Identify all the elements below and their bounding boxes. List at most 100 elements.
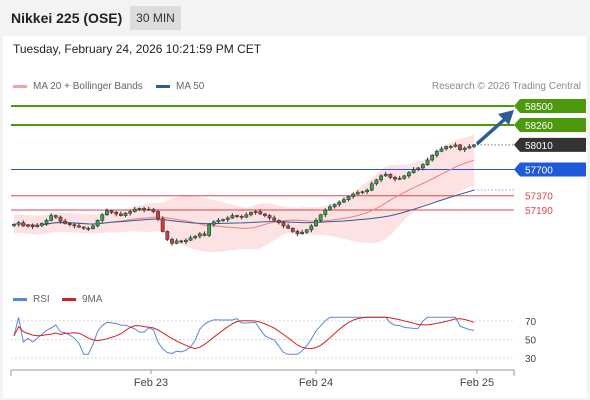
time-tick-label: Feb 25	[460, 377, 494, 389]
candle-body-up	[35, 225, 40, 227]
rsi-level-label-50: 50	[525, 336, 537, 347]
level-tag-58500: 58500	[514, 99, 586, 113]
forecast-arrow-head	[498, 110, 514, 125]
candle-body-down	[388, 173, 393, 178]
ma50-line	[41, 189, 475, 226]
candle	[295, 229, 300, 237]
candle-body-up	[360, 191, 365, 194]
candle-body-down	[170, 239, 174, 244]
candle	[388, 173, 393, 180]
candle-body-down	[276, 220, 281, 224]
rsi-panel: 70 50 30	[11, 316, 537, 365]
ma50-legend-label: MA 50	[176, 81, 205, 92]
candle-body-up	[323, 209, 328, 216]
candle	[179, 240, 184, 244]
candle	[458, 143, 462, 152]
instrument-title: Nikkei 225 (OSE)	[11, 10, 123, 26]
candle	[188, 235, 193, 242]
candle-body-up	[453, 144, 458, 147]
candle	[337, 200, 342, 207]
candle	[411, 167, 416, 174]
candle	[193, 235, 198, 240]
candle-body-up	[253, 211, 258, 213]
candle-body-down	[156, 211, 160, 220]
candle-body-down	[151, 208, 156, 212]
candle	[12, 223, 16, 228]
rsi-legend: RSI	[13, 294, 50, 305]
candle-body-down	[160, 218, 165, 232]
candle-body-up	[44, 220, 49, 224]
candle-body-up	[188, 237, 193, 241]
candle	[53, 214, 58, 219]
candle-body-down	[393, 177, 397, 180]
candle-body-up	[123, 212, 128, 216]
candle-body-down	[63, 220, 68, 224]
candle-body-up	[26, 224, 30, 227]
candle-body-down	[86, 227, 91, 230]
candle-body-up	[95, 220, 100, 227]
candle-body-down	[258, 211, 263, 215]
candle-body-down	[202, 233, 207, 236]
candle-body-down	[235, 215, 239, 217]
candle-body-up	[355, 192, 360, 195]
candle-body-up	[211, 221, 216, 225]
rsi-level-label-70: 70	[525, 317, 537, 328]
candle	[170, 237, 174, 246]
candle-body-up	[341, 199, 346, 203]
candle-body-up	[300, 231, 304, 235]
candle	[202, 231, 207, 237]
candle-body-down	[263, 213, 267, 216]
level-tag-box	[514, 162, 586, 177]
candle-body-up	[374, 179, 379, 185]
candle-body-up	[314, 220, 318, 227]
candle	[393, 175, 397, 182]
candle-body-down	[53, 215, 58, 218]
candle-body-down	[272, 217, 277, 221]
rsi-ma-line	[13, 316, 475, 350]
rsi-ma-legend: 9MA	[62, 294, 103, 305]
candle	[142, 206, 147, 213]
candle	[44, 218, 49, 226]
candle	[332, 203, 337, 209]
candle	[100, 213, 105, 223]
level-label-57190: 57190	[525, 206, 553, 217]
candle	[355, 190, 360, 196]
candle	[365, 188, 370, 195]
candle	[272, 215, 277, 222]
candle	[351, 192, 356, 199]
candle	[239, 214, 244, 220]
candle-body-up	[193, 235, 198, 239]
candle-body-down	[30, 224, 35, 227]
candle-body-up	[49, 215, 54, 221]
candle	[105, 208, 109, 216]
time-axis-line	[10, 369, 515, 376]
candle-body-up	[434, 150, 439, 156]
candle-body-up	[397, 177, 402, 180]
candle	[453, 142, 458, 148]
candle-body-up	[12, 223, 16, 226]
candle	[249, 211, 253, 217]
candle-body-up	[230, 215, 235, 219]
candle	[160, 216, 165, 233]
candle	[253, 209, 258, 215]
candle-body-up	[411, 169, 416, 173]
candle-body-up	[402, 175, 407, 179]
candle	[430, 154, 435, 162]
candle	[109, 209, 114, 215]
candle	[174, 238, 179, 245]
level-tag-box	[514, 118, 586, 133]
candle-body-down	[290, 227, 295, 232]
candle-body-up	[379, 175, 383, 181]
candle	[207, 223, 212, 238]
candle	[86, 226, 91, 232]
candle-body-up	[221, 219, 225, 221]
candle-body-up	[365, 189, 370, 193]
candle	[383, 171, 388, 177]
price-legend-ma50: MA 50	[156, 81, 204, 92]
candle	[216, 217, 221, 223]
timeframe-button[interactable]: 30 MIN	[130, 6, 181, 30]
candle	[123, 212, 128, 218]
candle-body-up	[318, 214, 323, 221]
candle	[374, 178, 379, 186]
